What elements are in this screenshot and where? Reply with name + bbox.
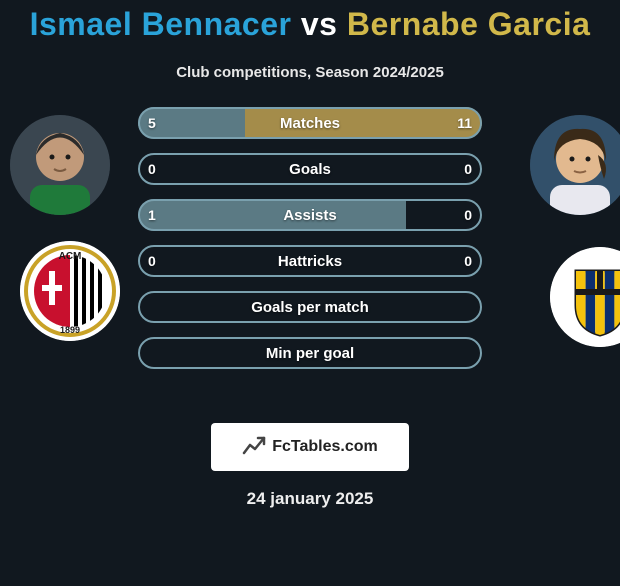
date-text: 24 january 2025 bbox=[0, 489, 620, 509]
stat-bar-matches: Matches511 bbox=[138, 107, 482, 139]
stat-bar-assists: Assists10 bbox=[138, 199, 482, 231]
stat-bar-goals: Goals00 bbox=[138, 153, 482, 185]
player-right-avatar bbox=[530, 115, 620, 215]
club-right-crest: PARMA CALCIO bbox=[550, 247, 620, 347]
stat-bar-goals-per-match: Goals per match bbox=[138, 291, 482, 323]
branding-badge: FcTables.com bbox=[211, 423, 409, 471]
branding-text: FcTables.com bbox=[272, 438, 378, 456]
title-player-right: Bernabe Garcia bbox=[347, 6, 591, 42]
stat-bar-hattricks: Hattricks00 bbox=[138, 245, 482, 277]
svg-text:1899: 1899 bbox=[60, 325, 80, 335]
page-title: Ismael Bennacer vs Bernabe Garcia bbox=[0, 6, 620, 43]
chart-icon bbox=[242, 435, 266, 459]
comparison-area: ACM 1899 PARMA CALCIO bbox=[0, 107, 620, 397]
crest-left-svg: ACM 1899 bbox=[20, 241, 120, 341]
svg-text:ACM: ACM bbox=[59, 251, 82, 262]
stat-outline bbox=[138, 107, 482, 139]
stat-outline bbox=[138, 199, 482, 231]
avatar-right-svg bbox=[530, 115, 620, 215]
title-player-left: Ismael Bennacer bbox=[30, 6, 292, 42]
stat-outline bbox=[138, 153, 482, 185]
player-left-avatar bbox=[10, 115, 110, 215]
subtitle: Club competitions, Season 2024/2025 bbox=[0, 64, 620, 81]
club-left-crest: ACM 1899 bbox=[20, 241, 120, 341]
stat-bar-min-per-goal: Min per goal bbox=[138, 337, 482, 369]
avatar-left-svg bbox=[10, 115, 110, 215]
stat-bars: Matches511 Goals00 Assists10 Hattricks00 Goa… bbox=[138, 107, 482, 369]
title-separator: vs bbox=[291, 6, 346, 42]
stat-outline bbox=[138, 245, 482, 277]
stat-outline bbox=[138, 337, 482, 369]
stat-outline bbox=[138, 291, 482, 323]
crest-right-svg: PARMA CALCIO bbox=[550, 247, 620, 347]
